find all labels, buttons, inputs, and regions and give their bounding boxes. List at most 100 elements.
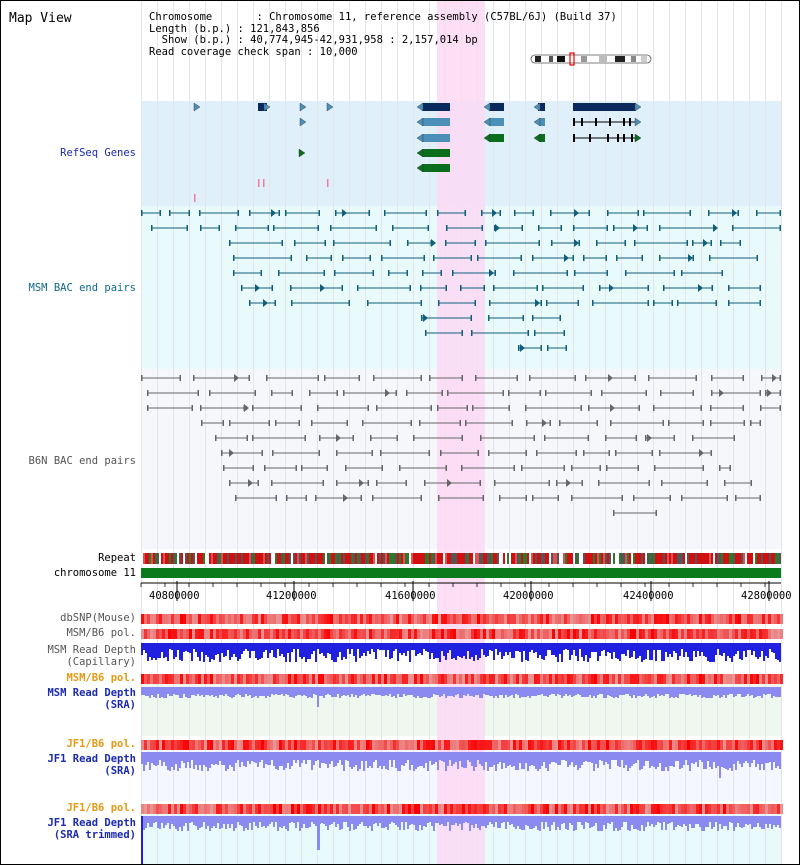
msm-depth-capillary-bar	[381, 643, 383, 650]
msm-b6-pol-sra-cell	[402, 674, 405, 684]
jf1-b6-pol-cell	[408, 740, 411, 750]
b6n-bac-pair-end	[252, 435, 254, 441]
b6n-bac-pair-end	[502, 390, 504, 396]
dbsnp-cell	[399, 614, 402, 624]
b6n-bac-pair-end	[613, 510, 615, 516]
msm-depth-sra-bar	[385, 687, 387, 695]
msm-b6-pol-cell	[399, 629, 402, 639]
read-depth-tracks[interactable]	[141, 643, 781, 864]
msm-depth-capillary-bar	[277, 643, 279, 649]
jf1-b6-pol-cell	[321, 740, 324, 750]
msm-depth-sra-bar	[231, 687, 233, 698]
jf1-b6-pol-cell	[513, 740, 516, 750]
selected-region-highlight[interactable]	[437, 1, 485, 864]
jf1-depth-trim-bar	[205, 816, 207, 829]
jf1-b6-pol-cell	[672, 740, 675, 750]
jf1-b6-pol-trim-cell	[216, 804, 219, 814]
b6n-bac-pair-arrow	[385, 389, 390, 397]
jf1-depth-trim-bar	[587, 816, 589, 823]
jf1-b6-pol-trim-cell	[702, 804, 705, 814]
repeat-track[interactable]	[141, 553, 781, 564]
jf1-b6-pol-trim-cell	[495, 804, 498, 814]
msm-bac-pair-end	[233, 270, 235, 276]
repeat-element	[189, 553, 191, 564]
msm-b6-pol-sra-cell	[444, 674, 447, 684]
b6n-bac-pair-arrow	[447, 479, 452, 487]
b6n-bac-track[interactable]	[141, 374, 781, 516]
b6n-bac-pair-end	[191, 405, 193, 411]
msm-depth-capillary-bar	[319, 643, 321, 654]
msm-depth-sra-bar	[265, 687, 267, 698]
dbsnp-cell	[321, 614, 324, 624]
msm-depth-capillary-bar	[411, 643, 413, 650]
jf1-b6-pol-cell	[471, 740, 474, 750]
dbsnp-cell	[222, 614, 225, 624]
dbsnp-cell	[141, 614, 144, 624]
msm-depth-sra-bar	[269, 687, 271, 697]
jf1-depth-trim-bar	[759, 816, 761, 827]
msm-depth-sra-bar	[453, 687, 455, 697]
jf1-depth-trim-bar	[425, 816, 427, 827]
jf1-depth-sra-bar	[635, 752, 637, 763]
jf1-depth-trim-bar	[571, 816, 573, 825]
msm-depth-capillary-bar	[223, 643, 225, 657]
msm-depth-capillary-bar	[755, 643, 757, 657]
dbsnp-cell	[630, 614, 633, 624]
jf1-b6-pol-trim-cell	[333, 804, 336, 814]
msm-depth-capillary-bar	[623, 643, 625, 654]
msm-depth-sra-bar	[593, 687, 595, 696]
repeat-element	[675, 553, 677, 564]
msm-depth-capillary-bar	[427, 643, 429, 652]
repeat-element	[357, 553, 359, 564]
jf1-b6-pol-cell	[606, 740, 609, 750]
msm-depth-capillary-bar	[405, 643, 407, 656]
msm-b6-pol-sra-cell	[600, 674, 603, 684]
dbsnp-cell	[441, 614, 444, 624]
msm-depth-capillary-bar	[471, 643, 473, 657]
refseq-genes-track[interactable]	[193, 102, 642, 202]
msm-b6-pol-cell	[774, 629, 777, 639]
jf1-depth-trim-bar	[473, 816, 475, 828]
repeat-element	[233, 553, 235, 564]
b6n-bac-pair-end	[645, 390, 647, 396]
msm-b6-pol-cell	[198, 629, 201, 639]
b6n-bac-pair-end	[634, 375, 636, 381]
repeat-element	[623, 553, 625, 564]
jf1-depth-sra-bar	[513, 752, 515, 766]
b6n-bac-pair-end	[301, 465, 303, 471]
msm-depth-sra-bar	[629, 687, 631, 696]
jf1-depth-trim-bar	[599, 816, 601, 831]
msm-depth-capillary-bar	[389, 643, 391, 659]
jf1-depth-sra-bar	[351, 752, 353, 769]
msm-depth-sra-bar	[303, 687, 305, 695]
msm-depth-capillary-bar	[633, 643, 635, 651]
chromosome-ideogram[interactable]	[530, 52, 652, 66]
msm-depth-capillary-bar	[685, 643, 687, 652]
dbsnp-cell	[555, 614, 558, 624]
jf1-b6-pol-trim-cell	[600, 804, 603, 814]
msm-bac-pair-arrow	[732, 209, 737, 217]
msm-b6-pol-cell	[570, 629, 573, 639]
jf1-depth-trim-bar	[443, 816, 445, 826]
msm-b6-pol-sra-cell	[264, 674, 267, 684]
msm-b6-pol-sra-cell	[411, 674, 414, 684]
jf1-b6-pol-cell	[432, 740, 435, 750]
msm-depth-sra-bar	[603, 687, 605, 698]
msm-b6-pol-cell	[402, 629, 405, 639]
chromosome-bar[interactable]	[141, 568, 781, 578]
jf1-b6-pol-trim-cell	[417, 804, 420, 814]
msm-depth-capillary-bar	[395, 643, 397, 649]
b6n-bac-pair-end	[336, 450, 338, 456]
msm-depth-capillary-bar	[715, 643, 717, 655]
msm-b6-pol-sra-cell	[189, 674, 192, 684]
msm-bac-track[interactable]	[141, 209, 781, 352]
jf1-b6-pol-trim-cell	[366, 804, 369, 814]
jf1-b6-pol-cell	[768, 740, 771, 750]
msm-depth-capillary-bar	[179, 643, 181, 660]
polymorphism-tracks[interactable]	[141, 614, 783, 814]
jf1-depth-sra-bar	[329, 752, 331, 764]
msm-b6-pol-sra-cell	[768, 674, 771, 684]
repeat-element	[681, 553, 683, 564]
msm-b6-pol-sra-cell	[405, 674, 408, 684]
